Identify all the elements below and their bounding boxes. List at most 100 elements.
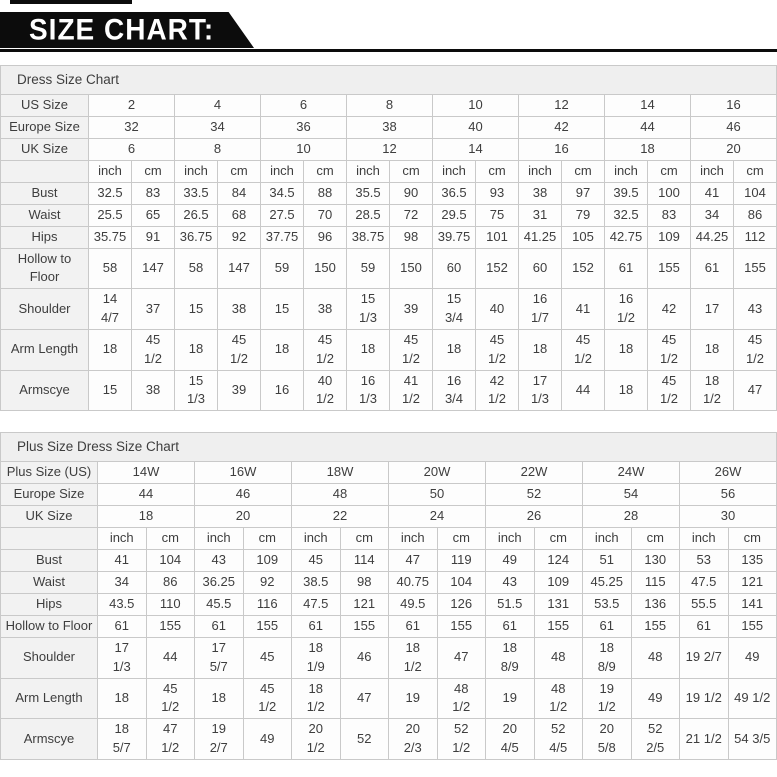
row-label: US Size — [0, 93, 89, 117]
size-cell: 12 — [518, 93, 605, 117]
size-chart-table: Plus Size Dress Size Chart Plus Size (US)… — [0, 432, 777, 760]
table-title: Dress Size Chart — [0, 65, 777, 95]
measure-cell-cm: 116 — [242, 592, 292, 616]
row-label: Waist — [0, 570, 98, 594]
measure-cell-inch: 43 — [485, 570, 535, 594]
measure-cell-cm: 45 1/2 — [145, 677, 195, 720]
size-charts-container: Dress Size Chart US Size 2 4 6 8 10 12 14 16 Europ… — [0, 65, 777, 760]
measure-cell-inch: 19 2/7 — [679, 636, 729, 679]
measure-cell-cm: 109 — [242, 548, 292, 572]
measure-cell-cm: 150 — [303, 247, 347, 290]
measure-cell-cm: 84 — [217, 181, 261, 205]
measure-cell-cm: 112 — [733, 225, 777, 249]
measure-cell-cm: 110 — [145, 592, 195, 616]
unit-cell: inch — [485, 526, 535, 550]
measure-cell-inch: 35.5 — [346, 181, 390, 205]
measure-cell-inch: 18 — [97, 677, 147, 720]
measure-cell-inch: 34 — [97, 570, 147, 594]
measure-cell-cm: 86 — [733, 203, 777, 227]
row-label: Europe Size — [0, 482, 98, 506]
unit-cell: inch — [582, 526, 632, 550]
measure-cell-inch: 18 1/9 — [291, 636, 341, 679]
measure-cell-cm: 126 — [436, 592, 486, 616]
measure-cell-cm: 152 — [561, 247, 605, 290]
size-cell: 32 — [88, 115, 175, 139]
measure-cell-cm: 68 — [217, 203, 261, 227]
size-row: Europe Size 32 34 36 38 40 42 44 46 — [0, 115, 777, 139]
measure-cell-inch: 21 1/2 — [679, 718, 729, 760]
size-cell: 2 — [88, 93, 175, 117]
measure-cell-cm: 155 — [630, 614, 680, 638]
measure-cell-cm: 48 — [630, 636, 680, 679]
measure-cell-cm: 45 1/2 — [303, 328, 347, 371]
row-label: Bust — [0, 548, 98, 572]
table-gap — [0, 411, 777, 432]
measure-cell-cm: 44 — [561, 369, 605, 412]
measure-cell-inch: 61 — [97, 614, 147, 638]
measure-cell-cm: 45 1/2 — [242, 677, 292, 720]
measure-cell-inch: 36.75 — [174, 225, 218, 249]
size-cell: 10 — [260, 137, 347, 161]
unit-cell: inch — [88, 159, 132, 183]
size-cell: 52 — [485, 482, 583, 506]
measure-cell-inch: 42.75 — [604, 225, 648, 249]
measure-cell-cm: 96 — [303, 225, 347, 249]
measure-cell-cm: 45 1/2 — [475, 328, 519, 371]
unit-cell: cm — [145, 526, 195, 550]
measure-cell-inch: 47.5 — [679, 570, 729, 594]
unit-cell: cm — [131, 159, 175, 183]
size-chart-table: Dress Size Chart US Size 2 4 6 8 10 12 14 16 Europ… — [0, 65, 777, 412]
measurement-row: Bust 32.5 83 33.5 84 34.5 88 35.5 90 36.5 93 38 97 39… — [0, 181, 777, 205]
measure-cell-inch: 18 — [604, 369, 648, 412]
measure-cell-inch: 59 — [260, 247, 304, 290]
measurement-row: Bust 41 104 43 109 45 114 47 119 49 124 51 130 53 135 — [0, 548, 777, 572]
measure-cell-inch: 19 — [388, 677, 438, 720]
measure-cell-inch: 18 — [518, 328, 562, 371]
measure-cell-inch: 38.5 — [291, 570, 341, 594]
measure-cell-inch: 43.5 — [97, 592, 147, 616]
size-cell: 46 — [194, 482, 292, 506]
measure-cell-inch: 34 — [690, 203, 734, 227]
size-cell: 16W — [194, 460, 292, 484]
measure-cell-cm: 42 1/2 — [475, 369, 519, 412]
size-cell: 28 — [582, 504, 680, 528]
measure-cell-cm: 155 — [339, 614, 389, 638]
unit-cell: cm — [339, 526, 389, 550]
measure-cell-inch: 18 5/7 — [97, 718, 147, 760]
row-label: Armscye — [0, 369, 89, 412]
size-cell: 8 — [346, 93, 433, 117]
measure-cell-inch: 18 8/9 — [582, 636, 632, 679]
measure-cell-cm: 114 — [339, 548, 389, 572]
size-cell: 18W — [291, 460, 389, 484]
size-cell: 56 — [679, 482, 777, 506]
size-cell: 20 — [194, 504, 292, 528]
unit-cell: cm — [733, 159, 777, 183]
measure-cell-cm: 130 — [630, 548, 680, 572]
measure-cell-cm: 91 — [131, 225, 175, 249]
measure-cell-inch: 58 — [174, 247, 218, 290]
measure-cell-cm: 115 — [630, 570, 680, 594]
unit-cell: inch — [194, 526, 244, 550]
size-cell: 24W — [582, 460, 680, 484]
size-cell: 26 — [485, 504, 583, 528]
measure-cell-cm: 45 1/2 — [217, 328, 261, 371]
size-cell: 14W — [97, 460, 195, 484]
row-label: Plus Size (US) — [0, 460, 98, 484]
measurement-row: Armscye 15 38 15 1/3 39 16 40 1/2 16 1/3 41 1/2 16 3/4… — [0, 369, 777, 412]
measure-cell-inch: 47.5 — [291, 592, 341, 616]
measure-cell-cm: 47 1/2 — [145, 718, 195, 760]
measure-cell-inch: 38.75 — [346, 225, 390, 249]
measure-cell-cm: 105 — [561, 225, 605, 249]
measure-cell-inch: 45.5 — [194, 592, 244, 616]
measure-cell-inch: 18 — [260, 328, 304, 371]
size-cell: 24 — [388, 504, 486, 528]
unit-cell: inch — [291, 526, 341, 550]
measure-cell-inch: 27.5 — [260, 203, 304, 227]
measure-cell-cm: 119 — [436, 548, 486, 572]
measure-cell-cm: 100 — [647, 181, 691, 205]
measure-cell-cm: 47 — [436, 636, 486, 679]
measure-cell-cm: 98 — [339, 570, 389, 594]
row-label: Bust — [0, 181, 89, 205]
measure-cell-cm: 40 1/2 — [303, 369, 347, 412]
measure-cell-cm: 41 1/2 — [389, 369, 433, 412]
